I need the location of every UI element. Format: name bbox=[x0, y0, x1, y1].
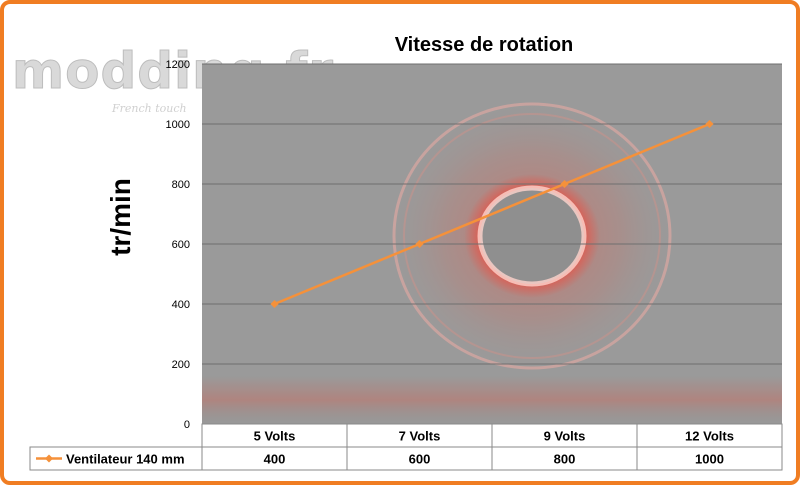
y-tick-label: 800 bbox=[172, 179, 190, 191]
y-tick-label: 200 bbox=[172, 359, 190, 371]
y-axis-label: tr/min bbox=[105, 178, 136, 256]
y-tick-label: 1200 bbox=[166, 59, 190, 71]
y-tick-label: 400 bbox=[172, 299, 190, 311]
y-axis-ticks: 0 200 400 600 800 1000 1200 bbox=[166, 59, 190, 431]
data-point bbox=[705, 120, 714, 128]
y-tick-label: 600 bbox=[172, 239, 190, 251]
x-tick-label: 9 Volts bbox=[544, 429, 586, 444]
data-table: Ventilateur 140 mm 400 600 800 1000 5 Volts 7 … bbox=[29, 423, 783, 471]
y-tick-label: 0 bbox=[184, 419, 190, 431]
data-label: 600 bbox=[409, 452, 431, 467]
data-label: 800 bbox=[554, 452, 576, 467]
y-tick-label: 1000 bbox=[166, 119, 190, 131]
legend-label: Ventilateur 140 mm bbox=[66, 452, 185, 467]
data-label: 1000 bbox=[695, 452, 724, 467]
x-tick-label: 7 Volts bbox=[399, 429, 441, 444]
table-row bbox=[29, 446, 783, 471]
line-chart: modding.fr French touch Vitesse de rotat… bbox=[12, 34, 783, 471]
data-point bbox=[560, 180, 569, 188]
x-tick-label: 5 Volts bbox=[254, 429, 296, 444]
data-point bbox=[415, 240, 424, 248]
watermark-tagline: French touch bbox=[111, 102, 187, 115]
data-label: 400 bbox=[264, 452, 286, 467]
x-tick-label: 12 Volts bbox=[685, 429, 734, 444]
series-lines bbox=[270, 120, 714, 308]
data-point bbox=[270, 300, 279, 308]
series-line bbox=[274, 122, 710, 306]
legend-key-marker bbox=[45, 454, 53, 463]
chart-title: Vitesse de rotation bbox=[395, 34, 574, 56]
fan-photo-background bbox=[202, 94, 782, 424]
